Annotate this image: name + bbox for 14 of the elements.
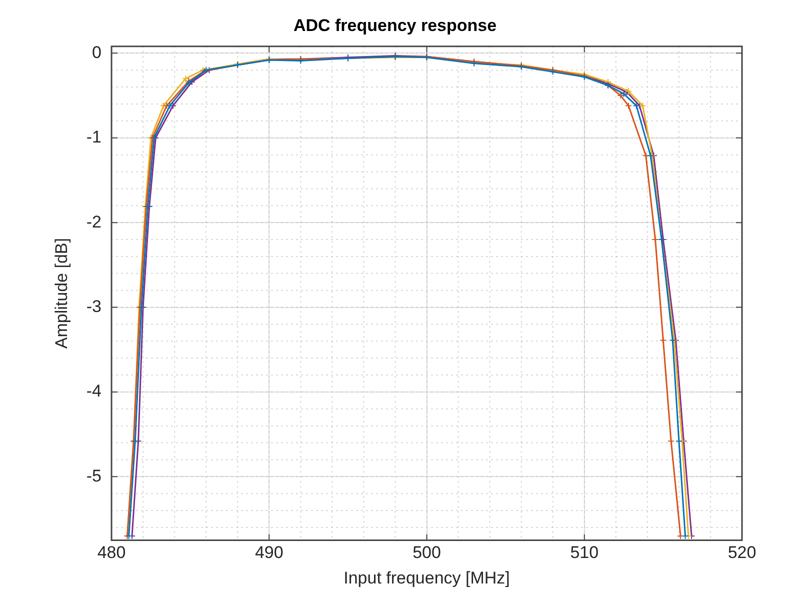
x-tick-label: 510 xyxy=(570,543,599,562)
chart-title: ADC frequency response xyxy=(293,16,497,35)
x-tick-label: 500 xyxy=(412,543,441,562)
x-tick-label: 480 xyxy=(97,543,126,562)
y-tick-label: -3 xyxy=(86,296,102,316)
y-tick-label: -2 xyxy=(86,212,102,232)
x-axis-title: Input frequency [MHz] xyxy=(344,568,510,588)
y-tick-label: 0 xyxy=(92,42,102,62)
y-tick-label: -1 xyxy=(86,128,102,147)
y-tick-label: -5 xyxy=(86,466,102,486)
y-tick-label: -4 xyxy=(86,382,102,401)
x-tick-label: 490 xyxy=(254,543,284,562)
y-axis-title: Amplitude [dB] xyxy=(52,238,71,349)
x-tick-label: 520 xyxy=(728,543,756,562)
